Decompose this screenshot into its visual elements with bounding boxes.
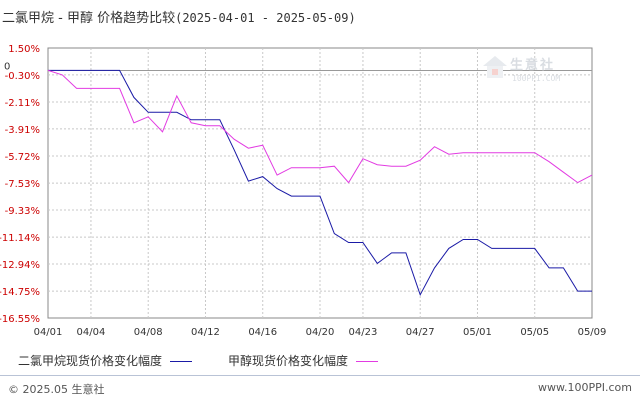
y-tick-label: -5.72% — [5, 152, 40, 163]
y-tick-label: -3.91% — [5, 125, 40, 136]
house-logo-icon — [483, 56, 507, 78]
x-tick-label: 05/09 — [578, 327, 607, 338]
y-tick-label: 1.50% — [8, 44, 40, 55]
watermark-text: 生意社 — [510, 58, 556, 73]
footer-bar: © 2025.05 生意社 www.100PPI.com — [0, 375, 640, 401]
y-tick-label: -7.53% — [5, 179, 40, 190]
watermark-logo: 生意社 100PPI.COM — [482, 52, 582, 88]
y-tick-label: -12.94% — [0, 260, 40, 271]
legend-label-series1: 二氯甲烷现货价格变化幅度 — [18, 354, 163, 368]
x-tick-label: 04/20 — [306, 327, 335, 338]
x-tick-label: 04/04 — [77, 327, 106, 338]
footer-site-link[interactable]: www.100PPI.com — [538, 381, 632, 394]
y-tick-label: -16.55% — [0, 314, 40, 325]
x-tick-label: 04/01 — [34, 327, 63, 338]
x-tick-label: 04/08 — [134, 327, 163, 338]
chart-title-main: 二氯甲烷 - 甲醇 价格趋势比较 — [2, 11, 176, 26]
legend-swatch-series1 — [170, 361, 193, 362]
x-tick-label: 04/23 — [349, 327, 378, 338]
y-tick-label: -9.33% — [5, 206, 40, 217]
footer-copyright: © 2025.05 生意社 — [8, 383, 105, 396]
series-line-1 — [48, 69, 592, 297]
x-tick-label: 05/05 — [520, 327, 549, 338]
series-line-2 — [47, 69, 593, 184]
y-tick-label: -11.14% — [0, 233, 40, 244]
y-tick-label: -0.30% — [5, 71, 40, 82]
x-tick-label: 04/12 — [191, 327, 220, 338]
watermark-subtext: 100PPI.COM — [512, 74, 561, 83]
legend-swatch-series2 — [356, 361, 379, 362]
zero-label: 0 — [4, 61, 10, 72]
x-tick-label: 04/16 — [248, 327, 277, 338]
chart-title-date-range: (2025-04-01 - 2025-05-09) — [175, 11, 356, 25]
y-tick-label: -14.75% — [0, 287, 40, 298]
x-tick-label: 04/27 — [406, 327, 435, 338]
legend-label-series2: 甲醇现货价格变化幅度 — [228, 354, 349, 368]
chart-title: 二氯甲烷 - 甲醇 价格趋势比较(2025-04-01 - 2025-05-09… — [2, 7, 356, 26]
legend-item-series2: 甲醇现货价格变化幅度 — [228, 352, 379, 369]
legend-item-series1: 二氯甲烷现货价格变化幅度 — [18, 352, 193, 369]
y-tick-label: -2.11% — [5, 98, 40, 109]
x-tick-label: 05/01 — [463, 327, 492, 338]
